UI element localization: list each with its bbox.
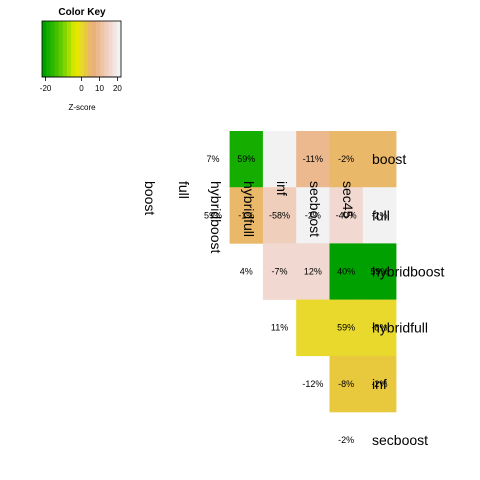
column-label: inf [274,181,290,196]
color-key-swatch [91,21,97,77]
color-key-swatch [87,21,93,77]
color-key-swatch [42,21,47,77]
color-key-swatch [104,21,109,77]
color-key-tick-label: 20 [113,84,122,93]
heatmap-cell [329,299,364,357]
column-label: full [176,181,192,199]
color-key-tick-label: 10 [95,84,104,93]
color-key-swatch [62,21,68,77]
color-key-title: Color Key [58,7,106,18]
heatmap-cell [362,299,397,357]
heatmap-cell [362,187,397,244]
heatmap-cell [362,131,397,188]
heatmap-cell [329,187,364,244]
cell-value-label: -2% [305,210,321,220]
heatmap-cell [329,131,364,188]
color-key: Color Key -20 0 10 20 Z-score [40,7,123,112]
color-key-tick-label: 0 [79,84,84,93]
heatmap-cell [229,187,264,244]
cell-value-label: -40% [336,210,357,220]
cell-value-label: 4% [240,267,253,277]
cell-value-label: 12% [304,267,322,277]
cell-value-label: 40% [337,267,355,277]
cell-value-label: -11% [303,154,323,164]
heatmap-cell [296,187,330,244]
color-key-swatch [71,21,76,77]
column-label: hybridfull [241,181,257,237]
color-key-swatch [75,21,80,77]
row-labels: boost full hybridboost hybridfull inf secboos… [372,151,444,448]
column-labels: boost full hybridboost hybridfull inf secboos… [142,181,356,253]
column-label: sec45 [340,181,356,219]
cell-value-label: -2% [338,435,354,445]
color-key-swatch [66,21,72,77]
column-label: boost [142,181,158,215]
row-label: secboost [372,432,428,448]
column-label: secboost [307,181,323,237]
heatmap-cell [329,355,364,413]
cell-value-label: 59% [237,154,255,164]
color-key-swatch [79,21,84,77]
heatmap-cell [229,131,264,188]
color-key-swatch [116,21,122,77]
color-key-tick-label: -20 [40,84,52,93]
cell-value-label: 59% [204,210,222,220]
heatmap-cell [296,243,330,300]
cell-value-label: -2% [338,154,354,164]
row-label: hybridboost [372,264,444,280]
row-label: boost [372,151,406,167]
color-key-swatch [58,21,64,77]
color-key-swatch [100,21,105,77]
cell-value-label: -12% [302,379,323,389]
heatmap-cell [362,355,397,413]
color-key-ticks: -20 0 10 20 [40,76,122,93]
heatmap-cells [229,131,397,413]
heatmap-cell [262,187,297,244]
color-key-swatch [108,21,114,77]
row-label: hybridfull [372,320,428,336]
cell-value-label: -2% [371,379,387,389]
row-label: full [372,207,390,223]
heatmap-cell [296,131,330,188]
cell-value-label: 59% [337,323,355,333]
color-key-bar [41,20,122,78]
heatmap-cell [296,299,330,357]
cell-value-label: -1% [238,210,254,220]
color-key-swatch [96,21,101,77]
cell-value-label: 11% [271,323,288,333]
cell-value-label: -8% [338,379,354,389]
cell-value-label: 7% [206,154,219,164]
color-key-swatch [83,21,89,77]
heatmap-cell [262,131,297,188]
cell-value-label: 59% [370,267,388,277]
cell-value-label: -7% [272,267,288,277]
color-key-swatch [50,21,55,77]
heatmap-cell-labels: 7% 59% -11% -2% 59% -1% -58% -2% -40% -2% 4% -7% 12%… [204,154,389,445]
heatmap-cell [362,243,397,300]
color-key-swatch [46,21,51,77]
color-key-swatch [54,21,60,77]
column-label: hybridboost [208,181,224,253]
cell-value-label: -2% [371,210,387,220]
cell-value-label: -58% [269,210,290,220]
color-key-xlabel: Z-score [68,103,96,112]
color-key-swatch [112,21,118,77]
cell-value-label: -8% [371,323,387,333]
heatmap-cell [262,243,297,300]
row-label: inf [372,376,387,392]
heatmap-cell [329,243,364,300]
